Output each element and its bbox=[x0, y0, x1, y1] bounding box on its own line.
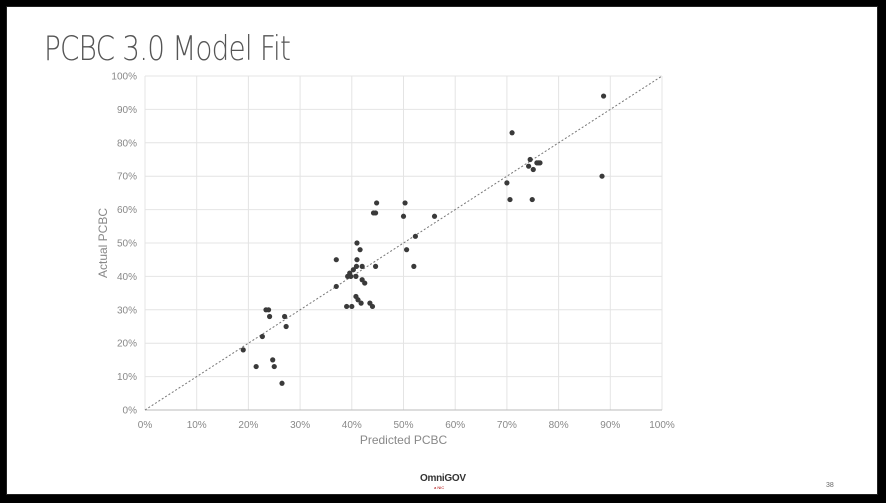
y-tick-label: 20% bbox=[117, 339, 137, 350]
data-point bbox=[353, 273, 359, 279]
y-tick-label: 100% bbox=[111, 72, 137, 83]
y-axis-label: Actual PCBC bbox=[96, 208, 110, 278]
data-point bbox=[404, 247, 410, 253]
y-tick-label: 50% bbox=[117, 239, 137, 250]
x-tick-label: 90% bbox=[600, 420, 620, 431]
data-point bbox=[599, 173, 605, 179]
data-point bbox=[333, 257, 339, 263]
data-point bbox=[411, 263, 417, 269]
data-point bbox=[358, 300, 364, 306]
data-point bbox=[270, 357, 276, 363]
slide: PCBC 3.0 Model Fit OmniGOV a NIC 38 bbox=[6, 6, 878, 495]
y-axis-ticks: 0% 10% 20% 30% 40% 50% 60% 70% 80% 90% 100% bbox=[111, 72, 137, 417]
data-point bbox=[271, 363, 277, 370]
x-tick-label: 30% bbox=[290, 420, 310, 431]
x-tick-label: 40% bbox=[342, 420, 362, 431]
data-point bbox=[362, 280, 368, 286]
data-point bbox=[507, 196, 513, 203]
data-point bbox=[527, 156, 533, 163]
x-tick-label: 50% bbox=[393, 420, 413, 431]
data-point bbox=[354, 240, 360, 246]
reference-line-group bbox=[144, 75, 663, 411]
x-tick-label: 80% bbox=[549, 420, 569, 431]
slide-title: PCBC 3.0 Model Fit bbox=[44, 29, 291, 69]
data-point bbox=[529, 196, 535, 203]
y-tick-label: 10% bbox=[117, 372, 137, 383]
x-axis-ticks: 0% 10% 20% 30% 40% 50% 60% 70% 80% 90% 100% bbox=[138, 420, 675, 431]
data-point bbox=[333, 283, 339, 290]
data-point bbox=[348, 273, 354, 279]
data-point bbox=[374, 200, 380, 206]
x-tick-label: 0% bbox=[138, 420, 153, 431]
data-point bbox=[266, 313, 273, 320]
data-point bbox=[350, 267, 356, 273]
data-point bbox=[259, 333, 265, 340]
data-point bbox=[400, 213, 407, 219]
data-point bbox=[349, 303, 355, 310]
data-point bbox=[344, 303, 350, 310]
x-tick-label: 20% bbox=[238, 420, 258, 431]
y-tick-label: 60% bbox=[117, 205, 137, 216]
data-point bbox=[283, 323, 289, 330]
y-tick-label: 30% bbox=[117, 305, 137, 316]
data-point bbox=[353, 263, 360, 269]
data-point bbox=[372, 210, 379, 216]
omnigov-logo: OmniGOV bbox=[420, 473, 466, 484]
data-point bbox=[279, 380, 285, 386]
x-axis-label: Predicted PCBC bbox=[360, 433, 448, 447]
data-point bbox=[355, 297, 361, 303]
data-point bbox=[359, 263, 365, 269]
y-tick-label: 80% bbox=[117, 138, 137, 149]
logo-subtext: a NIC bbox=[434, 485, 445, 490]
data-point bbox=[402, 200, 408, 206]
data-point bbox=[281, 313, 288, 320]
data-point bbox=[526, 163, 532, 169]
data-point bbox=[504, 180, 510, 186]
x-tick-label: 60% bbox=[445, 420, 465, 431]
data-point bbox=[600, 93, 607, 99]
data-point bbox=[354, 257, 360, 263]
data-point bbox=[265, 307, 272, 313]
data-point bbox=[509, 130, 515, 136]
data-point bbox=[537, 160, 543, 166]
y-tick-label: 70% bbox=[117, 172, 137, 183]
x-tick-label: 100% bbox=[649, 420, 675, 431]
y-tick-label: 40% bbox=[117, 272, 137, 283]
reference-line bbox=[144, 75, 663, 411]
data-point bbox=[253, 363, 259, 370]
y-tick-label: 90% bbox=[117, 105, 137, 116]
x-tick-label: 10% bbox=[187, 420, 207, 431]
data-points bbox=[240, 93, 607, 386]
data-point bbox=[357, 247, 363, 253]
data-point bbox=[372, 263, 379, 269]
chart-grid bbox=[144, 75, 663, 411]
data-point bbox=[240, 347, 246, 353]
data-point bbox=[412, 233, 418, 239]
y-tick-label: 0% bbox=[123, 406, 138, 417]
data-point bbox=[530, 166, 536, 173]
page-number: 38 bbox=[826, 482, 834, 489]
x-tick-label: 70% bbox=[497, 420, 517, 431]
data-point bbox=[369, 303, 376, 310]
data-point bbox=[431, 213, 438, 219]
